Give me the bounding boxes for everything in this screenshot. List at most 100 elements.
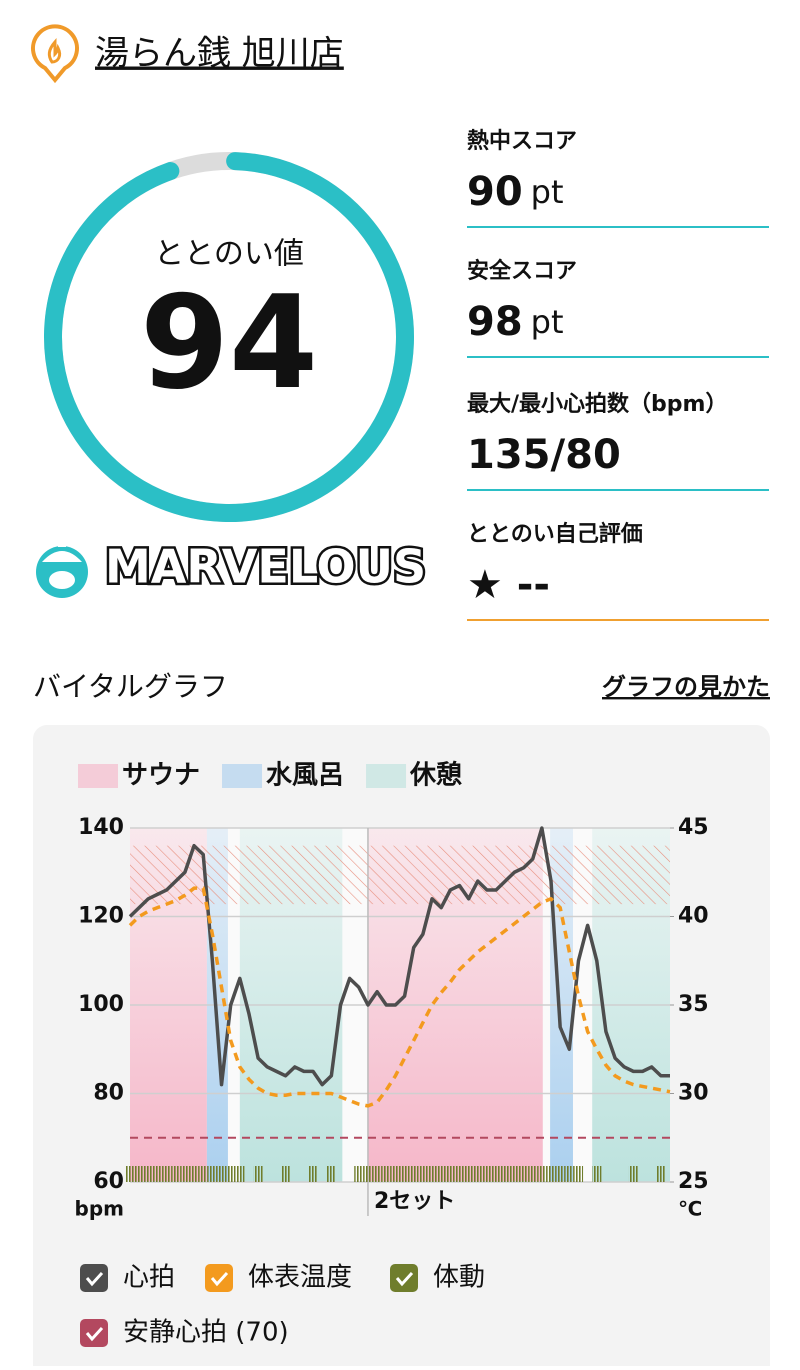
activity-mark	[400, 1166, 410, 1182]
y2-tick-label: 45	[678, 815, 709, 840]
score-ring	[43, 151, 414, 522]
activity-mark	[162, 1166, 172, 1182]
activity-mark	[555, 1166, 565, 1182]
activity-mark	[500, 1166, 510, 1182]
activity-mark	[180, 1166, 190, 1182]
activity-mark	[281, 1166, 291, 1182]
activity-mark	[482, 1166, 492, 1182]
activity-mark	[253, 1166, 263, 1182]
legend-checkbox[interactable]	[205, 1264, 233, 1292]
metric-number: 135/80	[467, 432, 621, 478]
activity-mark	[390, 1166, 400, 1182]
y2-tick-label: 25	[678, 1169, 709, 1194]
activity-mark	[628, 1166, 638, 1182]
legend-checkbox[interactable]	[390, 1264, 418, 1292]
activity-mark	[372, 1166, 382, 1182]
y-tick-label: 140	[78, 815, 124, 840]
x-tick-label: 2セット	[374, 1189, 455, 1214]
y2-tick-label: 40	[678, 904, 709, 929]
check-mark	[210, 1271, 229, 1287]
metric-label: ととのい自己評価	[467, 521, 643, 547]
y-tick-label: 100	[78, 992, 124, 1017]
legend-label: 体表温度	[248, 1263, 352, 1293]
help-link[interactable]: グラフの見かた	[602, 673, 770, 701]
metric-value: 90 pt	[467, 169, 564, 215]
activity-mark	[509, 1166, 519, 1182]
mascot-icon	[36, 541, 88, 598]
metric-number: 90	[467, 169, 523, 215]
shop-title[interactable]: 湯らん銭 旭川店	[95, 34, 344, 74]
activity-mark	[308, 1166, 318, 1182]
series-line	[128, 886, 671, 1108]
activity-mark	[592, 1166, 602, 1182]
y2-tick-label: 35	[678, 992, 709, 1017]
legend-label: 休憩	[409, 760, 462, 791]
score-label: ととのい値	[154, 237, 304, 272]
activity-mark	[363, 1166, 373, 1182]
activity-mark	[573, 1166, 584, 1182]
legend-swatch	[78, 764, 118, 788]
activity-mark	[381, 1166, 391, 1182]
activity-mark	[454, 1166, 465, 1182]
check-mark	[85, 1326, 104, 1342]
activity-mark	[226, 1166, 236, 1182]
legend-label: サウナ	[122, 761, 200, 791]
chart: サウナ 水風呂 休憩 60 80 100 120 140 25 30 35 40 45 bpm ℃ 2セット心…	[75, 760, 709, 1348]
activity-mark	[207, 1166, 217, 1182]
activity-mark	[125, 1166, 135, 1182]
legend-checkbox[interactable]	[80, 1319, 108, 1347]
metric-value: 98 pt	[467, 299, 564, 345]
metric-value: ★ --	[467, 562, 550, 608]
legend-label: 水風呂	[266, 761, 344, 791]
metric-label: 最大/最小心拍数（bpm）	[467, 391, 727, 417]
legend-label: 心拍	[123, 1263, 175, 1293]
activity-mark	[198, 1166, 208, 1182]
activity-mark	[436, 1166, 446, 1182]
legend-swatch	[222, 764, 263, 788]
activity-mark	[326, 1166, 336, 1182]
y-tick-label: 120	[78, 904, 124, 929]
activity-mark	[409, 1166, 419, 1182]
legend-checkbox[interactable]	[80, 1264, 108, 1292]
activity-mark	[418, 1166, 428, 1182]
y-tick-label: 60	[93, 1169, 124, 1194]
activity-mark	[491, 1166, 501, 1182]
activity-mark	[427, 1166, 437, 1182]
activity-mark	[171, 1166, 181, 1182]
activity-mark	[143, 1166, 153, 1182]
check-mark	[395, 1271, 414, 1287]
activity-mark	[464, 1166, 474, 1182]
activity-mark	[528, 1166, 538, 1182]
activity-mark	[216, 1166, 227, 1182]
check-mark	[85, 1271, 104, 1287]
metric-number: 98	[467, 299, 523, 345]
series-line	[128, 826, 670, 1087]
activity-mark	[546, 1166, 556, 1182]
activity-mark	[537, 1166, 547, 1182]
legend-label: 体動	[433, 1263, 485, 1293]
activity-mark	[152, 1166, 163, 1182]
metric-label: 安全スコア	[467, 258, 577, 284]
y-tick-label: 80	[93, 1081, 124, 1106]
activity-mark	[354, 1166, 364, 1182]
activity-mark	[235, 1166, 245, 1182]
activity-mark	[564, 1166, 574, 1182]
metric-label: 熱中スコア	[467, 128, 577, 154]
metric-value: 135/80	[467, 432, 621, 478]
y-unit: bpm	[75, 1197, 124, 1221]
score-value: 94	[140, 269, 318, 418]
activity-mark	[656, 1166, 666, 1182]
activity-mark	[189, 1166, 199, 1182]
metric-unit: pt	[531, 173, 564, 211]
rank-text: MARVELOUS	[105, 540, 426, 594]
activity-mark	[445, 1166, 455, 1182]
section-title: バイタルグラフ	[33, 670, 228, 703]
y2-tick-label: 30	[678, 1081, 709, 1106]
metric-number: ★ --	[467, 562, 550, 608]
y2-unit: ℃	[678, 1197, 702, 1221]
shop-icon	[31, 24, 79, 84]
activity-mark	[518, 1166, 529, 1182]
activity-mark	[473, 1166, 483, 1182]
